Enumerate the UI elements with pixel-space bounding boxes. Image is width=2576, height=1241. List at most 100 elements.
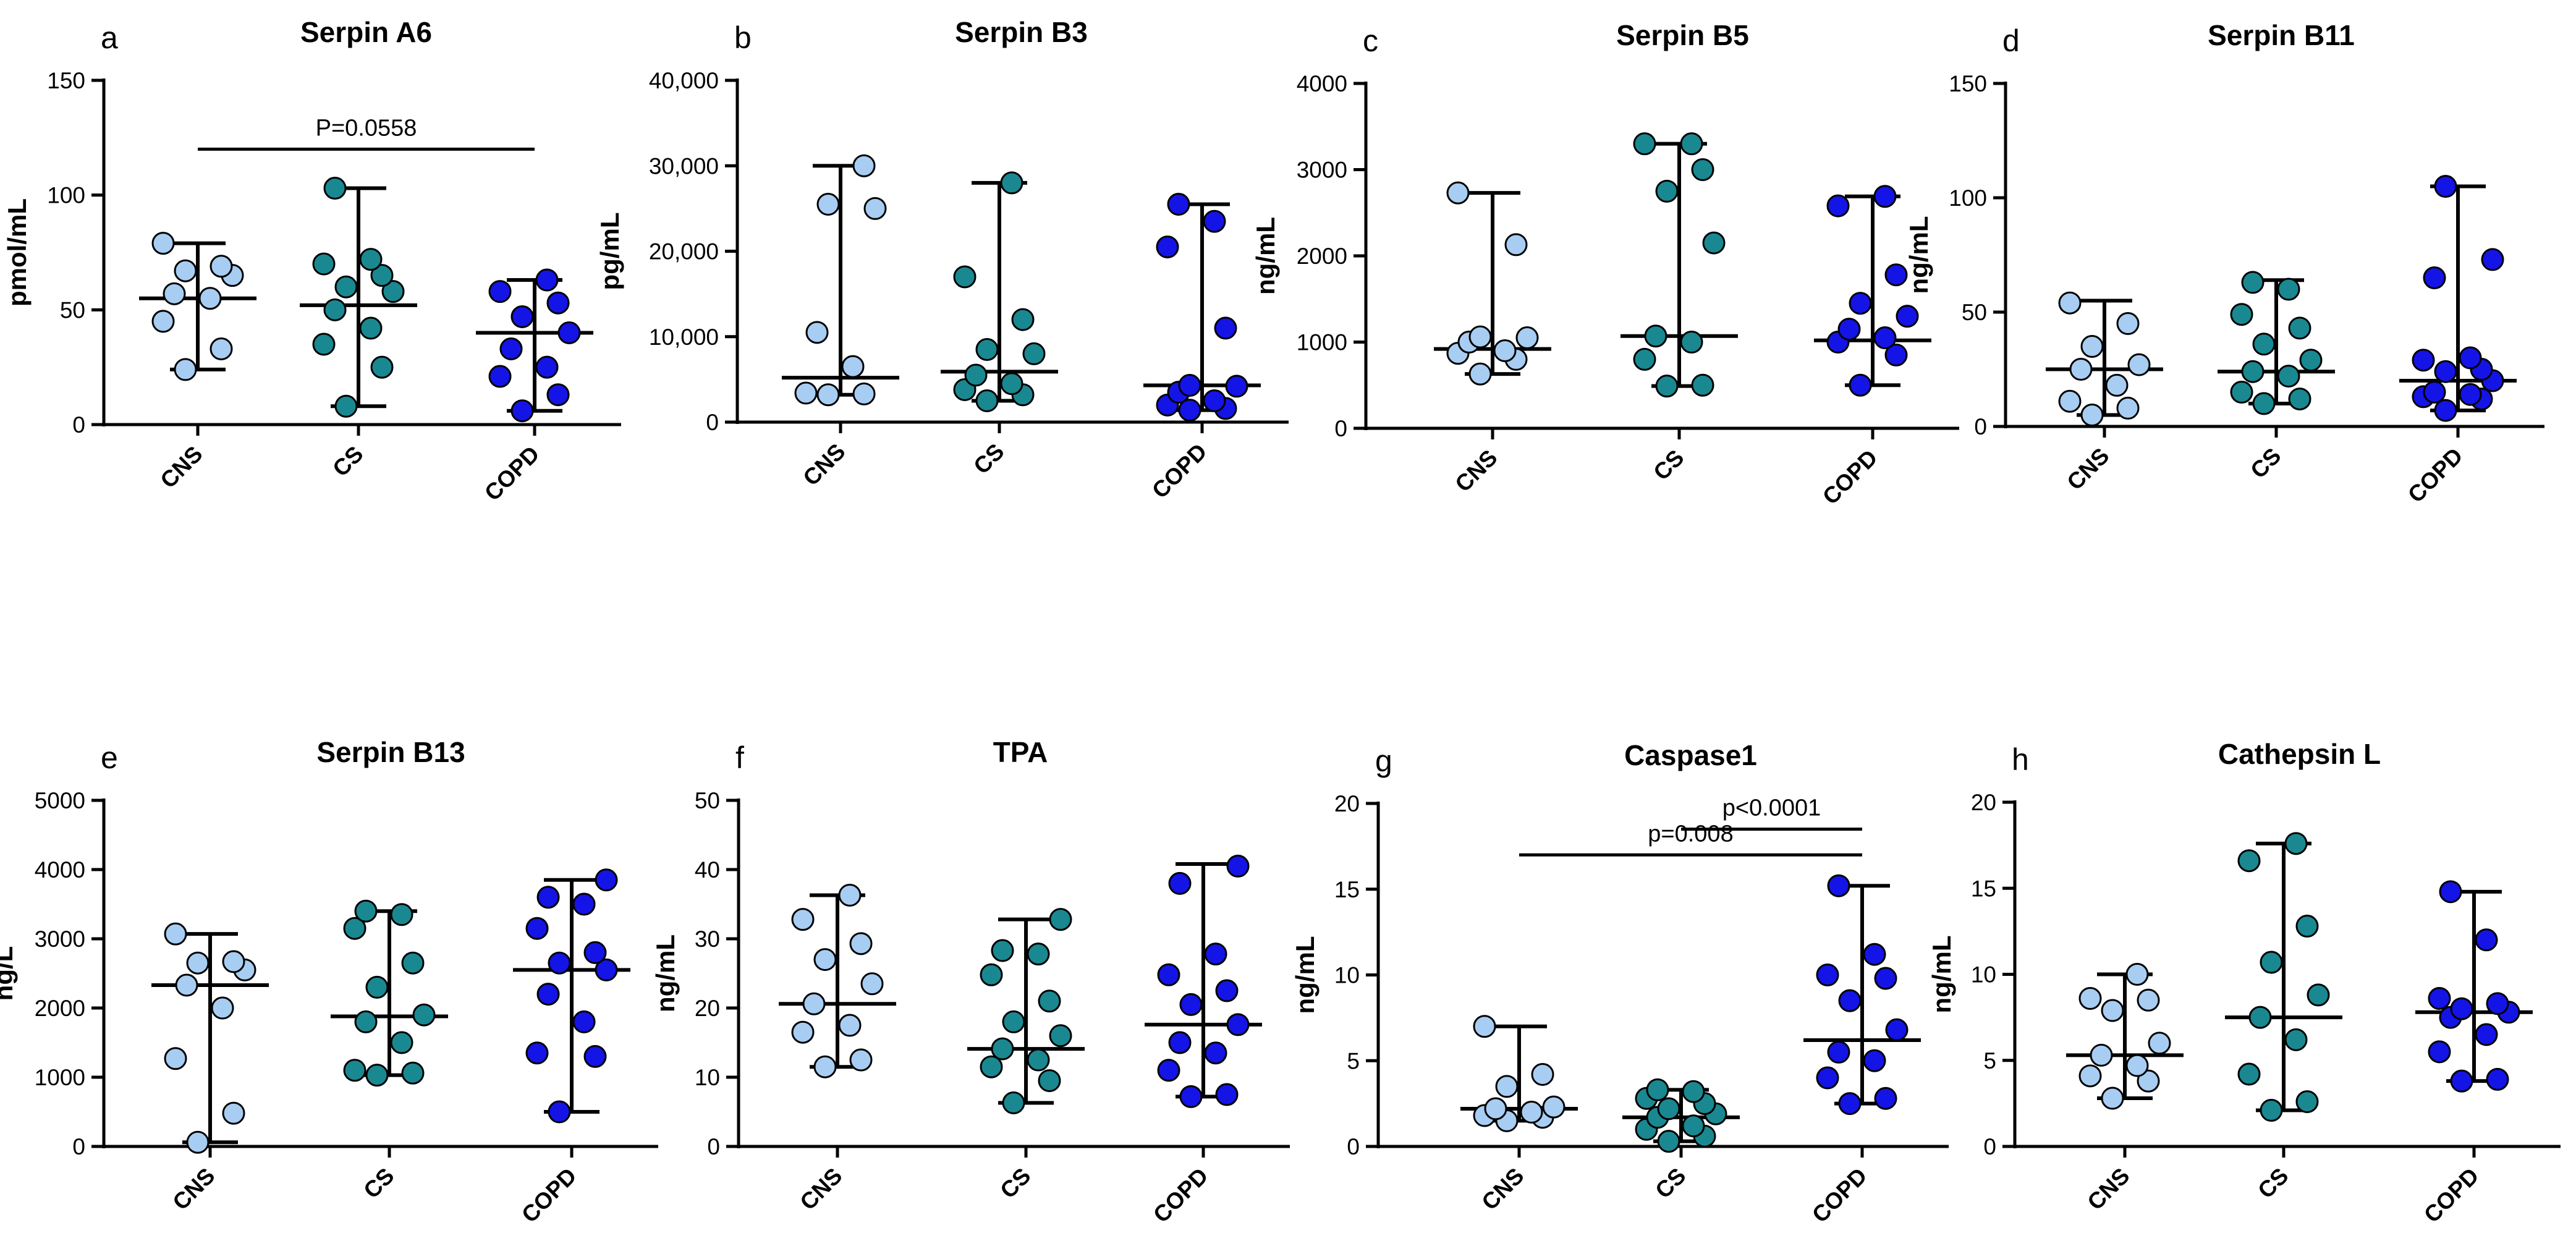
data-point: [546, 383, 570, 407]
data-point: [2058, 291, 2082, 315]
data-point: [1179, 993, 1203, 1016]
data-point: [838, 883, 862, 907]
data-point: [488, 365, 512, 388]
data-point: [2423, 266, 2446, 289]
data-point: [849, 1048, 873, 1072]
data-point: [1203, 210, 1226, 233]
y-axis-label: pmol/mL: [2, 198, 32, 307]
data-point: [390, 903, 413, 926]
data-point: [2116, 396, 2140, 420]
data-point: [1680, 132, 1703, 156]
data-point: [2295, 1090, 2319, 1114]
y-tick-label: 3000: [35, 926, 85, 952]
data-point: [1179, 1085, 1203, 1108]
y-tick-label: 4000: [1297, 71, 1347, 96]
data-point: [2237, 849, 2261, 873]
chart-title: Caspase1: [1624, 739, 1757, 771]
y-tick-label: 0: [1347, 1134, 1360, 1159]
data-point: [511, 305, 534, 328]
y-tick-label: 10: [1334, 963, 1360, 988]
x-tick-label: CS: [995, 1163, 1035, 1203]
data-point: [1826, 194, 1850, 218]
data-point: [838, 1014, 862, 1037]
data-point: [2284, 832, 2308, 855]
data-point: [1838, 1092, 1862, 1116]
panel-c: c Serpin B5 0 1000 2000 3000 4000 ng/mL CNS CS COP…: [1251, 19, 1959, 509]
data-point: [1504, 233, 1528, 256]
data-point: [2428, 1040, 2451, 1064]
data-point: [1884, 263, 1908, 287]
chart-title: Serpin B11: [2208, 19, 2355, 51]
panel-letter: b: [734, 20, 752, 55]
panel-letter: h: [2012, 742, 2029, 777]
data-point: [1657, 1097, 1680, 1120]
data-point: [370, 264, 394, 287]
data-point: [2078, 986, 2102, 1010]
y-tick-label: 15: [1971, 876, 1996, 901]
y-axis-label: ng/mL: [651, 934, 680, 1012]
data-point: [548, 951, 571, 975]
y-axis-label: ng/mL: [1251, 217, 1280, 295]
data-point: [312, 332, 336, 356]
data-point: [2125, 1054, 2149, 1077]
data-point: [2284, 1028, 2308, 1051]
y-tick-label: 50: [695, 788, 720, 813]
y-tick-label: 5: [1983, 1048, 1996, 1074]
x-tick-label: CNS: [2062, 443, 2114, 495]
data-point: [860, 972, 884, 996]
y-tick-label: 30,000: [649, 153, 719, 179]
data-point: [852, 154, 876, 177]
data-point: [151, 310, 175, 333]
panel-letter: c: [1363, 23, 1378, 58]
data-point: [2237, 1062, 2261, 1086]
data-point: [953, 265, 977, 289]
data-point: [1874, 1086, 1897, 1110]
data-point: [991, 1037, 1014, 1061]
data-point: [2450, 1069, 2473, 1093]
x-tick-label: CNS: [167, 1163, 219, 1215]
data-point: [794, 381, 818, 405]
x-tick-label: CNS: [1477, 1163, 1528, 1215]
data-point: [210, 337, 233, 360]
significance-label: P=0.0558: [316, 115, 417, 141]
data-point: [488, 280, 512, 303]
data-point: [2486, 1067, 2509, 1091]
y-axis-label: ng/mL: [1904, 216, 1933, 294]
data-point: [222, 1101, 245, 1125]
y-axis-label: ng/L: [0, 946, 18, 1001]
y-tick-label: 20: [1971, 790, 1996, 815]
data-point: [816, 383, 840, 407]
data-point: [1049, 1024, 1072, 1048]
y-tick-label: 0: [706, 410, 719, 435]
chart-title: Serpin B13: [316, 736, 465, 768]
x-tick-label: COPD: [1818, 445, 1883, 510]
x-tick-label: CS: [328, 441, 368, 481]
y-tick-label: 40: [695, 857, 720, 883]
data-point: [499, 337, 523, 360]
data-point: [1827, 1040, 1850, 1064]
data-point: [390, 1031, 413, 1054]
y-tick-label: 10,000: [649, 324, 719, 350]
data-point: [2299, 349, 2323, 372]
data-point: [791, 1020, 815, 1044]
chart-title: Serpin B5: [1616, 19, 1749, 51]
panel-letter: e: [101, 740, 118, 775]
x-tick-label: COPD: [2419, 1163, 2484, 1228]
y-tick-label: 0: [1334, 416, 1347, 441]
data-point: [2241, 360, 2265, 383]
y-tick-label: 4000: [35, 857, 85, 883]
y-tick-label: 15: [1334, 877, 1360, 902]
data-point: [1633, 347, 1656, 371]
data-point: [1027, 942, 1050, 966]
data-point: [323, 177, 347, 200]
data-point: [2230, 381, 2253, 404]
data-point: [412, 1003, 436, 1027]
x-tick-label: COPD: [1807, 1163, 1872, 1228]
data-point: [343, 917, 366, 940]
data-point: [1531, 1062, 1554, 1086]
data-point: [2307, 983, 2330, 1007]
data-point: [1168, 1031, 1192, 1054]
data-point: [334, 394, 358, 418]
y-tick-label: 0: [1974, 414, 1987, 439]
